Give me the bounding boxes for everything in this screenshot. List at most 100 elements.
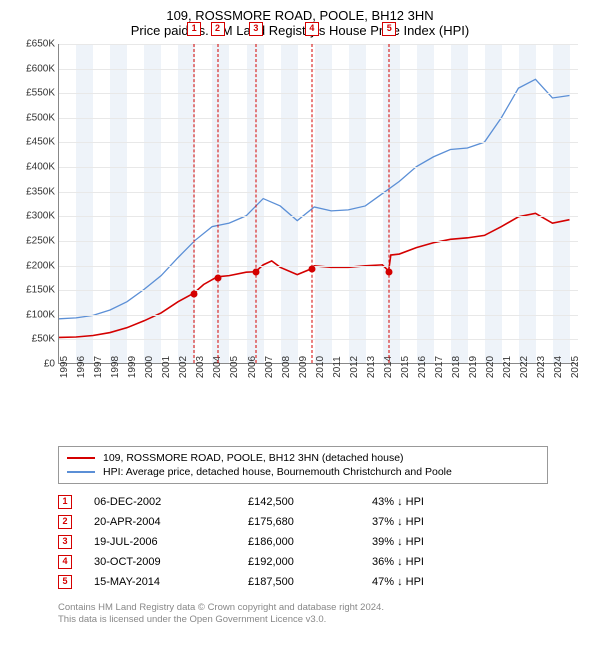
- y-axis-label: £250K: [26, 235, 55, 246]
- transaction-marker-badge: 4: [305, 22, 319, 36]
- transaction-badge: 4: [58, 555, 72, 569]
- gridline: [59, 290, 578, 291]
- y-axis-label: £150K: [26, 285, 55, 296]
- x-axis-label: 1996: [76, 356, 87, 378]
- page-subtitle: Price paid vs. HM Land Registry's House …: [12, 23, 588, 38]
- transaction-diff: 39% ↓ HPI: [372, 536, 472, 548]
- x-axis-label: 2016: [417, 356, 428, 378]
- transaction-marker-badge: 5: [382, 22, 396, 36]
- transaction-dot: [214, 274, 221, 281]
- legend-item-property: 109, ROSSMORE ROAD, POOLE, BH12 3HN (det…: [67, 451, 539, 465]
- x-axis-label: 2022: [519, 356, 530, 378]
- x-axis-label: 2003: [195, 356, 206, 378]
- x-axis-label: 2018: [451, 356, 462, 378]
- x-axis-label: 2005: [229, 356, 240, 378]
- transaction-marker-line: [311, 44, 312, 363]
- x-axis-label: 2010: [315, 356, 326, 378]
- gridline: [59, 142, 578, 143]
- transaction-badge: 3: [58, 535, 72, 549]
- y-axis-label: £50K: [32, 334, 55, 345]
- transaction-date: 19-JUL-2006: [94, 536, 244, 548]
- x-axis-label: 1999: [127, 356, 138, 378]
- gridline: [59, 339, 578, 340]
- transaction-row: 1 06-DEC-2002 £142,500 43% ↓ HPI: [58, 492, 548, 512]
- transaction-badge: 2: [58, 515, 72, 529]
- page-title: 109, ROSSMORE ROAD, POOLE, BH12 3HN: [12, 8, 588, 23]
- x-axis-label: 2008: [281, 356, 292, 378]
- legend-swatch: [67, 471, 95, 473]
- plot-area: 1995199619971998199920002001200220032004…: [58, 44, 578, 364]
- x-axis-label: 1998: [110, 356, 121, 378]
- y-axis-label: £550K: [26, 88, 55, 99]
- x-axis-label: 2019: [468, 356, 479, 378]
- x-axis-label: 2001: [161, 356, 172, 378]
- gridline: [59, 118, 578, 119]
- transaction-date: 15-MAY-2014: [94, 576, 244, 588]
- y-axis-label: £100K: [26, 309, 55, 320]
- x-axis-label: 2024: [553, 356, 564, 378]
- transaction-date: 20-APR-2004: [94, 516, 244, 528]
- transaction-price: £175,680: [248, 516, 368, 528]
- x-axis-label: 2012: [349, 356, 360, 378]
- transaction-diff: 36% ↓ HPI: [372, 556, 472, 568]
- transaction-marker-badge: 2: [211, 22, 225, 36]
- legend: 109, ROSSMORE ROAD, POOLE, BH12 3HN (det…: [58, 446, 548, 484]
- transaction-price: £192,000: [248, 556, 368, 568]
- legend-label: HPI: Average price, detached house, Bour…: [103, 466, 452, 478]
- x-axis-label: 2009: [298, 356, 309, 378]
- x-axis-label: 2017: [434, 356, 445, 378]
- transaction-price: £142,500: [248, 496, 368, 508]
- transaction-marker-line: [217, 44, 218, 363]
- x-axis-label: 1995: [59, 356, 70, 378]
- transaction-diff: 43% ↓ HPI: [372, 496, 472, 508]
- transaction-diff: 47% ↓ HPI: [372, 576, 472, 588]
- transaction-badge: 1: [58, 495, 72, 509]
- transaction-row: 220-APR-2004£175,68037% ↓ HPI: [58, 512, 548, 532]
- x-axis-label: 2013: [366, 356, 377, 378]
- chart: 1995199619971998199920002001200220032004…: [12, 44, 588, 404]
- x-axis-label: 1997: [93, 356, 104, 378]
- gridline: [59, 216, 578, 217]
- y-axis-label: £400K: [26, 162, 55, 173]
- footer-line: This data is licensed under the Open Gov…: [58, 614, 588, 626]
- transaction-price: £187,500: [248, 576, 368, 588]
- transaction-dot: [252, 269, 259, 276]
- transaction-row: 4 30-OCT-2009 £192,000 36% ↓ HPI: [58, 552, 548, 572]
- y-axis-label: £200K: [26, 260, 55, 271]
- legend-item-hpi: HPI: Average price, detached house, Bour…: [67, 465, 539, 479]
- legend-swatch: [67, 457, 95, 459]
- transaction-marker-badge: 3: [249, 22, 263, 36]
- x-axis-label: 2015: [400, 356, 411, 378]
- gridline: [59, 93, 578, 94]
- series-property: [59, 213, 569, 337]
- x-axis-label: 2020: [485, 356, 496, 378]
- y-axis-label: £500K: [26, 112, 55, 123]
- y-axis-label: £450K: [26, 137, 55, 148]
- transaction-date: 06-DEC-2002: [94, 496, 244, 508]
- transaction-dot: [308, 266, 315, 273]
- legend-label: 109, ROSSMORE ROAD, POOLE, BH12 3HN (det…: [103, 452, 404, 464]
- x-axis-label: 2021: [502, 356, 513, 378]
- transaction-marker-line: [194, 44, 195, 363]
- footer-line: Contains HM Land Registry data © Crown c…: [58, 602, 588, 614]
- transaction-dot: [386, 268, 393, 275]
- gridline: [59, 192, 578, 193]
- y-axis-label: £650K: [26, 39, 55, 50]
- transaction-row: 319-JUL-2006£186,00039% ↓ HPI: [58, 532, 548, 552]
- y-axis-label: £0: [44, 359, 55, 370]
- gridline: [59, 241, 578, 242]
- y-axis-label: £350K: [26, 186, 55, 197]
- x-axis-label: 2011: [332, 356, 343, 378]
- gridline: [59, 315, 578, 316]
- transactions-table: 1 06-DEC-2002 £142,500 43% ↓ HPI 2 20-APR-200…: [58, 492, 548, 592]
- x-axis-label: 2000: [144, 356, 155, 378]
- x-axis-label: 2002: [178, 356, 189, 378]
- gridline: [59, 69, 578, 70]
- title-block: 109, ROSSMORE ROAD, POOLE, BH12 3HN Pric…: [12, 8, 588, 38]
- transaction-badge: 5: [58, 575, 72, 589]
- transaction-date: 30-OCT-2009: [94, 556, 244, 568]
- transaction-marker-line: [255, 44, 256, 363]
- transaction-marker-badge: 1: [187, 22, 201, 36]
- x-axis-label: 2025: [570, 356, 581, 378]
- x-axis-label: 2007: [264, 356, 275, 378]
